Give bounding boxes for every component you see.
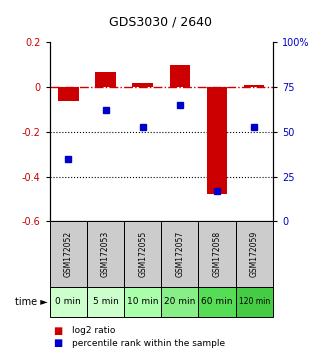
- Text: GSM172053: GSM172053: [101, 231, 110, 277]
- Text: 60 min: 60 min: [201, 297, 233, 306]
- Text: ■: ■: [53, 326, 62, 336]
- Bar: [50, 287, 87, 317]
- Text: 0 min: 0 min: [56, 297, 81, 306]
- Text: percentile rank within the sample: percentile rank within the sample: [72, 339, 225, 348]
- Bar: [87, 287, 124, 317]
- Text: time ►: time ►: [15, 297, 48, 307]
- Text: 5 min: 5 min: [93, 297, 118, 306]
- Bar: [198, 221, 236, 287]
- Text: 120 min: 120 min: [239, 297, 270, 306]
- Bar: [244, 85, 265, 87]
- Bar: [198, 287, 236, 317]
- Bar: [133, 83, 153, 87]
- Bar: [124, 221, 161, 287]
- Bar: [95, 72, 116, 87]
- Bar: [170, 65, 190, 87]
- Text: GDS3030 / 2640: GDS3030 / 2640: [109, 16, 212, 29]
- Bar: [161, 287, 198, 317]
- Text: log2 ratio: log2 ratio: [72, 326, 116, 336]
- Text: GSM172059: GSM172059: [250, 231, 259, 277]
- Bar: [124, 287, 161, 317]
- Bar: [87, 221, 124, 287]
- Bar: [50, 221, 87, 287]
- Text: 10 min: 10 min: [127, 297, 159, 306]
- Text: GSM172058: GSM172058: [213, 231, 221, 277]
- Bar: [58, 87, 79, 101]
- Bar: [236, 287, 273, 317]
- Bar: [161, 221, 198, 287]
- Text: ■: ■: [53, 338, 62, 348]
- Bar: [207, 87, 227, 194]
- Bar: [236, 221, 273, 287]
- Text: GSM172057: GSM172057: [175, 231, 184, 277]
- Text: GSM172055: GSM172055: [138, 231, 147, 277]
- Text: 20 min: 20 min: [164, 297, 195, 306]
- Text: GSM172052: GSM172052: [64, 231, 73, 277]
